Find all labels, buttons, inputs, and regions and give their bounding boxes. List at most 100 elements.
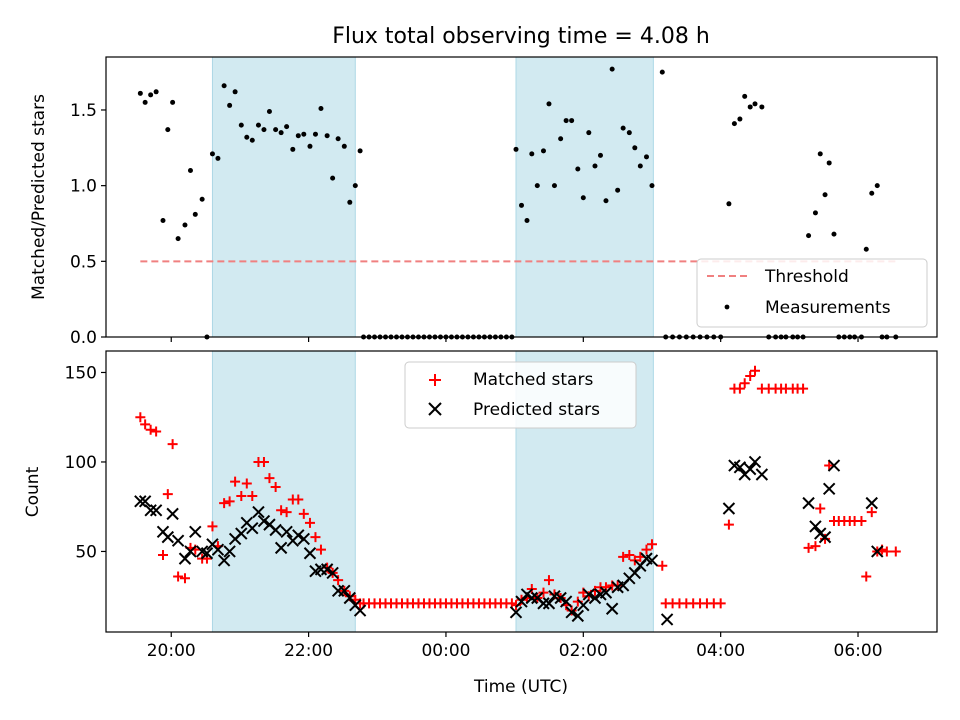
matched-star-marker: [145, 424, 156, 435]
predicted-star-marker: [235, 527, 248, 540]
predicted-stars-markers: [134, 455, 884, 626]
predicted-star-marker: [338, 584, 351, 598]
predicted-star-marker: [303, 547, 317, 560]
x-tick-label: 02:00: [559, 641, 608, 661]
matched-star-marker: [241, 478, 252, 489]
predicted-star-marker: [166, 507, 179, 521]
matched-star-marker: [135, 412, 146, 423]
measurement-point: [737, 116, 743, 122]
predicted-star-marker: [292, 529, 305, 542]
legend-matched-label: Matched stars: [473, 370, 593, 390]
predicted-star-marker: [525, 591, 539, 605]
shaded-interval: [211, 56, 356, 338]
predicted-star-marker: [144, 504, 157, 517]
predicted-star-marker: [537, 597, 550, 610]
predicted-star-marker: [343, 591, 357, 605]
predicted-star-marker: [280, 525, 293, 538]
matched-star-marker: [236, 490, 247, 501]
predicted-star-marker: [582, 588, 596, 601]
predicted-star-marker: [149, 504, 163, 517]
measurement-point: [142, 99, 148, 105]
predicted-star-marker: [554, 591, 567, 605]
predicted-star-marker: [320, 563, 334, 576]
matched-star-marker: [861, 571, 872, 582]
predicted-star-marker: [565, 606, 578, 619]
matched-star-marker: [162, 489, 173, 500]
x-tick-label: 20:00: [147, 641, 196, 661]
measurement-point: [255, 122, 261, 128]
measurement-point: [352, 183, 358, 189]
ratio-legend: Threshold Measurements: [696, 258, 928, 328]
matched-star-marker: [866, 507, 877, 518]
shaded-interval: [211, 350, 356, 633]
matched-star-marker: [310, 532, 321, 543]
measurement-point: [649, 183, 655, 189]
matched-star-marker: [230, 476, 241, 487]
measurement-point: [806, 233, 812, 239]
measurement-point: [609, 66, 615, 72]
matched-star-marker: [264, 473, 275, 484]
measurement-point: [569, 118, 575, 124]
matched-star-marker: [247, 490, 258, 501]
measurement-point: [341, 143, 347, 149]
matched-star-marker: [618, 551, 629, 562]
matched-star-marker: [224, 496, 235, 507]
matched-star-marker: [281, 507, 292, 518]
ratio-plot-frame: [105, 56, 938, 338]
matched-star-marker: [173, 571, 184, 582]
measurement-point: [524, 217, 530, 223]
matched-star-marker: [624, 550, 635, 561]
count-y-axis: 50 100 150: [65, 363, 106, 562]
measurement-point: [335, 136, 341, 142]
measurement-point: [580, 195, 586, 201]
matched-star-marker: [641, 544, 652, 555]
y-tick-label: 1.0: [70, 177, 97, 197]
matched-star-marker: [803, 542, 814, 553]
matched-star-marker: [815, 503, 826, 514]
measurement-point: [603, 198, 609, 204]
predicted-star-marker: [134, 495, 147, 508]
matched-star-marker: [572, 596, 583, 607]
matched-star-marker: [315, 544, 326, 555]
y-tick-label: 100: [65, 453, 97, 473]
matched-star-marker: [219, 498, 230, 509]
predicted-star-marker: [515, 595, 528, 608]
legend-measurements-swatch: [724, 304, 730, 310]
measurement-point: [273, 127, 279, 133]
matched-star-marker: [298, 508, 309, 519]
matched-star-marker: [646, 539, 657, 550]
matched-star-marker: [511, 600, 522, 611]
measurement-point: [301, 131, 307, 137]
predicted-star-marker: [189, 525, 202, 538]
predicted-star-marker: [645, 554, 659, 567]
count-x-axis: 20:00 22:00 00:00 02:00 04:00 06:00: [147, 632, 883, 661]
matched-star-marker: [151, 426, 162, 437]
measurement-point: [170, 99, 176, 105]
measurement-point: [822, 192, 828, 198]
predicted-star-marker: [171, 534, 185, 547]
predicted-star-marker: [605, 602, 619, 615]
measurement-point: [215, 155, 221, 161]
y-tick-label: 50: [75, 542, 97, 562]
measurement-point: [182, 222, 188, 228]
measurement-point: [615, 187, 621, 193]
predicted-star-marker: [353, 604, 367, 617]
predicted-star-marker: [865, 496, 878, 510]
predicted-star-marker: [269, 523, 282, 537]
ratio-y-axis: 0.0 0.5 1.0 1.5: [70, 101, 106, 348]
measurement-point: [731, 121, 737, 127]
measurement-point: [324, 133, 330, 139]
measurement-point: [261, 127, 267, 133]
measurement-point: [312, 131, 318, 137]
legend-matched-swatch: [429, 374, 441, 386]
measurement-point: [534, 183, 540, 189]
measurement-point: [290, 146, 296, 152]
predicted-star-marker: [138, 495, 152, 508]
predicted-star-marker: [178, 552, 192, 565]
measurement-point: [626, 130, 632, 136]
predicted-star-marker: [246, 521, 259, 535]
matched-star-marker: [734, 383, 745, 394]
measurement-point: [551, 183, 557, 189]
measurement-point: [209, 151, 215, 157]
